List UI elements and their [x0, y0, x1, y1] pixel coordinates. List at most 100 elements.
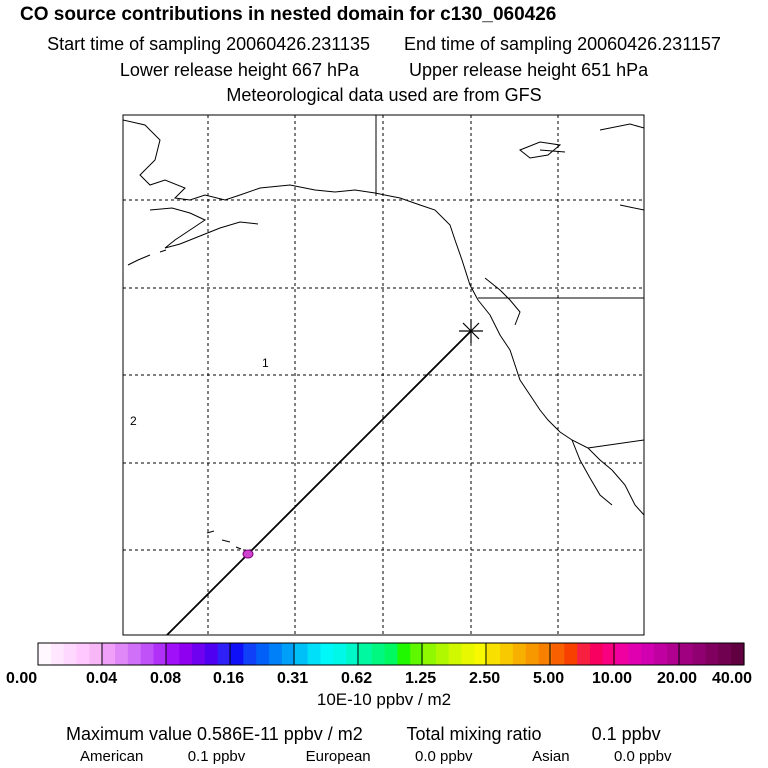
colorbar-swatch [115, 643, 129, 665]
page-title: CO source contributions in nested domain… [20, 4, 557, 25]
mexico-coast [611, 469, 645, 516]
met-data-note: Meteorological data used are from GFS [226, 85, 542, 105]
plume-patch [242, 549, 254, 559]
colorbar-tick-label: 0.31 [277, 670, 309, 687]
colorbar-swatch [89, 643, 103, 665]
colorbar-swatch [358, 643, 373, 665]
colorbar-swatch [718, 643, 732, 665]
colorbar-frame [37, 642, 745, 666]
colorbar-swatch [166, 643, 180, 665]
colorbar-tick-label: 0.16 [213, 670, 245, 687]
american-label: American [80, 748, 144, 765]
alaska-coast [122, 119, 479, 301]
colorbar-swatch [474, 643, 488, 665]
sampling-times: Start time of sampling 20060426.231135 E… [0, 34, 768, 55]
maximum-value: Maximum value 0.586E-11 ppbv / m2 [66, 724, 363, 744]
colorbar-tick-label: 0.04 [86, 670, 118, 687]
colorbar-swatch [410, 643, 424, 665]
colorbar-swatch [525, 643, 540, 665]
summary-line: Maximum value 0.586E-11 ppbv / m2 Total … [66, 724, 661, 745]
colorbar-swatch [140, 643, 155, 665]
flight-track [166, 330, 472, 636]
arctic-coast [619, 204, 645, 211]
upper-release-height: Upper release height 651 hPa [409, 60, 649, 80]
colorbar-swatch [487, 643, 501, 665]
american-value: 0.1 ppbv [187, 748, 246, 765]
arctic-island [519, 141, 562, 159]
colorbar-dividers [101, 643, 680, 665]
colorbar-swatch [666, 643, 681, 665]
colorbar-swatch [371, 643, 386, 665]
colorbar-swatch [589, 643, 604, 665]
asian-value: 0.0 ppbv [613, 748, 672, 765]
colorbar-swatch [50, 643, 65, 665]
colorbar-swatch [217, 643, 232, 665]
colorbar-swatch [628, 643, 642, 665]
hawaii-island [235, 546, 242, 550]
colorbar-swatch [281, 643, 296, 665]
colorbar-tick-label: 20.00 [657, 670, 698, 687]
colorbar-swatch [38, 643, 52, 665]
map-grid [123, 115, 644, 635]
colorbar-tick-label: 5.00 [533, 670, 565, 687]
colorbar-swatch [294, 643, 309, 665]
colorbar-swatch [397, 643, 411, 665]
colorbar-units: 10E-10 ppbv / m2 [316, 690, 452, 709]
colorbar-swatch [615, 643, 630, 665]
colorbar-swatch [63, 643, 78, 665]
colorbar-swatch [127, 643, 142, 665]
colorbar-swatch [705, 643, 719, 665]
colorbar-swatch [307, 643, 321, 665]
colorbar-swatch [423, 643, 437, 665]
colorbar-swatch [461, 643, 476, 665]
coastlines [122, 115, 645, 550]
bc-coast [484, 277, 521, 326]
colorbar-swatch [500, 643, 514, 665]
release-point-marker [459, 319, 483, 343]
colorbar-swatch [577, 643, 591, 665]
colorbar-swatch [448, 643, 463, 665]
colorbar-swatch [230, 643, 244, 665]
colorbar-swatch [204, 643, 219, 665]
colorbar-swatch [551, 643, 565, 665]
arctic-coast [599, 123, 645, 131]
colorbar-swatch [654, 643, 668, 665]
colorbar-tick-label: 0.00 [6, 670, 38, 687]
colorbar-swatch [333, 643, 347, 665]
colorbar-swatch [435, 643, 450, 665]
colorbar-swatch [256, 643, 270, 665]
colorbar-tick-label: 2.50 [469, 670, 501, 687]
colorbar-swatch [192, 643, 206, 665]
colorbar-swatch [538, 643, 553, 665]
colorbar-swatch [179, 643, 193, 665]
arctic-island [539, 149, 566, 153]
colorbar-tick-label: 0.62 [341, 670, 373, 687]
colorbar-tick-label: 40.00 [712, 670, 753, 687]
european-value: 0.0 ppbv [415, 748, 473, 765]
colorbar-swatch [692, 643, 707, 665]
colorbar-swatch [602, 643, 617, 665]
start-time: Start time of sampling 20060426.231135 [47, 34, 370, 54]
colorbar-tick-label: 10.00 [592, 670, 633, 687]
source-contributions: American 0.1 ppbv European 0.0 ppbv Asia… [80, 748, 671, 765]
colorbar-swatch [512, 643, 527, 665]
us-mexico-border [587, 439, 645, 449]
colorbar-swatch [731, 643, 745, 665]
colorbar-tick-label: 0.08 [150, 670, 182, 687]
colorbar-swatch [346, 643, 360, 665]
total-mixing-ratio-label: Total mixing ratio [406, 724, 542, 744]
lower-release-height: Lower release height 667 hPa [119, 60, 359, 80]
colorbar-swatch [102, 643, 116, 665]
hawaii-island [221, 539, 231, 543]
colorbar-swatch [269, 643, 283, 665]
region-label-2: 2 [130, 414, 137, 428]
asian-label: Asian [532, 748, 570, 765]
colorbar-swatch [153, 643, 167, 665]
release-heights: Lower release height 667 hPa Upper relea… [0, 60, 768, 81]
european-label: European [305, 748, 371, 765]
alaska-peninsula [149, 207, 259, 249]
region-label-1: 1 [262, 356, 269, 370]
west-coast [477, 299, 613, 471]
colorbar-swatch [243, 643, 257, 665]
